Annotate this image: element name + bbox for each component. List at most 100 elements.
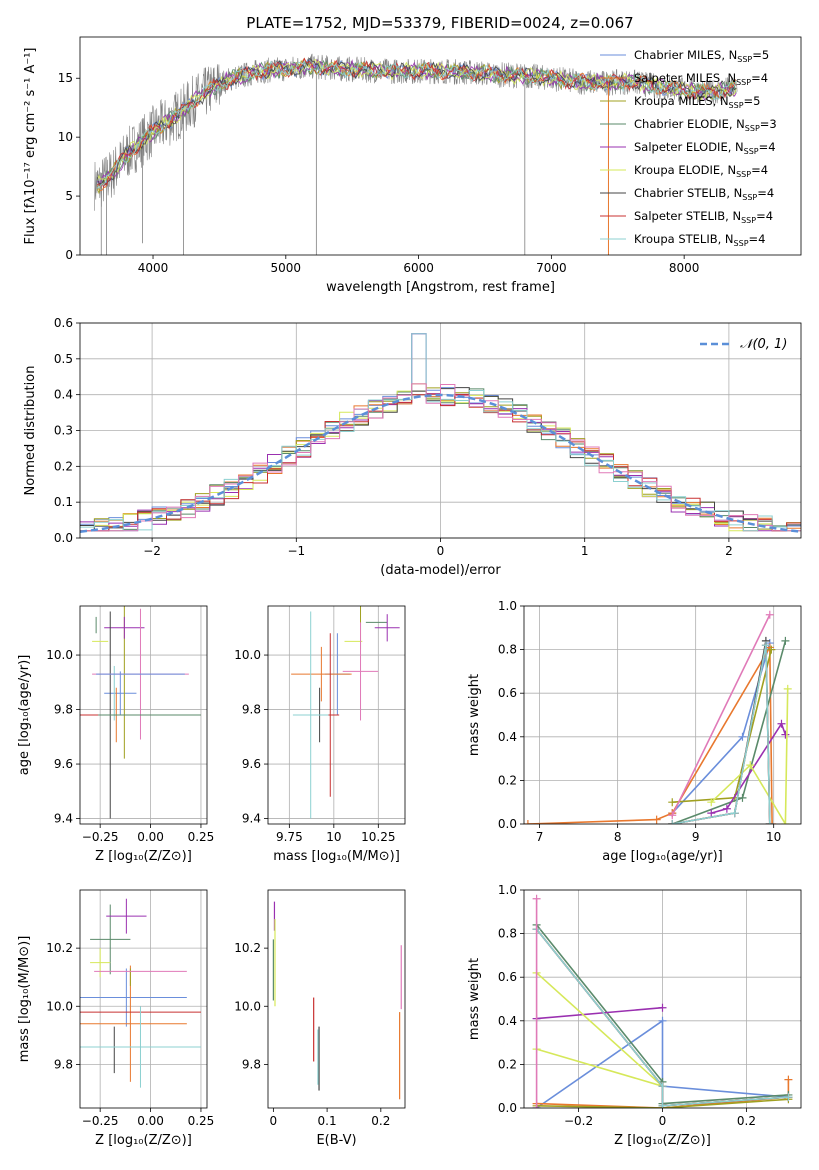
weight-marker [781, 636, 790, 645]
x-tick-label: −0.25 [82, 1114, 119, 1128]
errorbar-point [104, 671, 137, 715]
panel-age_vs_mass: 9.75 10 10.25 9.4 9.6 9.8 10.0 mass [log₁₀(M/M⊙… [234, 605, 406, 864]
y-tick-label: 0.6 [498, 970, 517, 984]
y-tick-label: 0.2 [498, 773, 517, 787]
x-tick-label: 7000 [536, 261, 567, 275]
y-tick-label: 0.2 [54, 459, 73, 473]
x-tick-label: 0.2 [737, 1114, 756, 1128]
model-spectrum-4 [97, 58, 737, 184]
weight-series-0 [536, 1019, 789, 1108]
weight-marker [761, 641, 770, 650]
errorbar-point [80, 1006, 201, 1088]
weight-series-1 [536, 1079, 790, 1108]
y-tick-label: 0.4 [498, 730, 517, 744]
model-spectrum-7 [97, 57, 737, 189]
weight-marker [668, 811, 677, 820]
weight-marker [738, 732, 747, 741]
errorbar-point [90, 948, 111, 978]
y-tick-label: 0.4 [54, 388, 73, 402]
plot-area [80, 606, 201, 819]
x-axis-label: Z [log₁₀(Z/Z⊙)] [95, 849, 192, 864]
x-tick-label: −1 [287, 544, 305, 558]
weight-series-8 [535, 928, 789, 1107]
panel-massweight_vs_Z: −0.2 0 0.2 0.0 0.2 0.4 0.6 0.8 1.0 Z [log₁₀(Z/Z⊙)… [467, 883, 802, 1148]
weight-marker [722, 804, 731, 813]
y-axis-label: Normed distribution [23, 366, 38, 496]
frame: 4000 5000 6000 7000 8000 0 5 10 15 wavelength [An… [23, 14, 802, 295]
x-axis-label: mass [log₁₀(M/M⊙)] [273, 849, 400, 864]
plot-area [291, 606, 400, 819]
panel-mass_vs_ebv: 0 0.1 0.2 9.8 10.0 10.2 E(B-V) [234, 889, 406, 1148]
frame: 0 0.1 0.2 9.8 10.0 10.2 E(B-V) [234, 889, 406, 1148]
errorbar-point [104, 616, 145, 639]
model-spectrum-8 [97, 60, 737, 189]
errorbar-point [374, 614, 400, 642]
panel-mass_vs_Z: −0.25 0.00 0.25 9.8 10.0 10.2 Z [log₁₀(Z/Z⊙)] m… [17, 889, 214, 1148]
x-tick-label: 0.1 [318, 1114, 337, 1128]
weight-marker [730, 809, 739, 818]
plot-area [80, 333, 801, 533]
y-tick-label: 0.2 [498, 1057, 517, 1071]
legend-label: Kroupa MILES, NSSP=5 [634, 94, 760, 110]
axes-frame [79, 605, 208, 825]
weight-series-5 [536, 972, 664, 1087]
axes-frame [267, 889, 406, 1109]
legend-label: Salpeter STELIB, NSSP=4 [634, 209, 773, 225]
grid [80, 890, 207, 1108]
errorbar-point [291, 646, 352, 702]
x-tick-label: 0 [270, 1114, 278, 1128]
y-tick-label: 1.0 [498, 883, 517, 897]
legend-label: Kroupa STELIB, NSSP=4 [634, 232, 765, 248]
x-axis-label: age [log₁₀(age/yr)] [602, 849, 723, 864]
errorbar-point [106, 898, 147, 934]
weight-marker [768, 820, 777, 824]
x-tick-label: 0 [659, 1114, 667, 1128]
legend-label: 𝒩(0, 1) [740, 337, 787, 352]
y-tick-label: 0.0 [498, 1101, 517, 1115]
y-tick-label: 0.6 [54, 316, 73, 330]
y-tick-label: 9.8 [54, 703, 73, 717]
y-axis-label: mass [log₁₀(M/M⊙)] [17, 936, 32, 1063]
plot-area [94, 53, 738, 255]
y-tick-label: 15 [58, 71, 73, 85]
panel-massweight_vs_age: 7 8 9 10 0.0 0.2 0.4 0.6 0.8 1.0 age [log₁₀(age/yr… [467, 599, 802, 864]
x-tick-label: 10.25 [361, 830, 395, 844]
weight-marker [707, 809, 716, 818]
legend: Chabrier MILES, NSSP=5 Salpeter MILES, NS… [600, 48, 777, 248]
legend-label: Chabrier STELIB, NSSP=4 [634, 186, 774, 202]
weight-marker [658, 1003, 667, 1012]
y-tick-label: 0.5 [54, 352, 73, 366]
frame: 7 8 9 10 0.0 0.2 0.4 0.6 0.8 1.0 age [log₁₀(age/yr… [467, 599, 802, 864]
x-axis-label: (data-model)/error [380, 563, 501, 578]
model-spectrum-1 [96, 57, 737, 192]
weight-marker [767, 645, 776, 654]
y-tick-label: 0.6 [498, 686, 517, 700]
weight-marker [781, 820, 790, 824]
axes-frame [267, 605, 406, 825]
panel-age_vs_Z: −0.25 0.00 0.25 9.4 9.6 9.8 10.0 Z [log₁₀(Z/Z⊙)… [17, 605, 214, 864]
x-tick-label: 9.75 [276, 830, 303, 844]
weight-marker [652, 815, 661, 824]
y-tick-label: 9.6 [242, 757, 261, 771]
errorbar-point [80, 968, 187, 1027]
axes-frame [523, 605, 802, 825]
panel-residuals: −2 −1 0 1 2 0.0 0.1 0.2 0.3 0.4 0.5 0.6 (data-model)… [23, 316, 802, 578]
y-tick-label: 0.1 [54, 495, 73, 509]
weight-series-8 [672, 645, 771, 824]
y-axis-label: mass weight [467, 958, 482, 1040]
x-tick-label: 1 [581, 544, 589, 558]
plot-area [272, 901, 402, 1100]
model-spectrum-6 [96, 57, 737, 186]
weight-marker [668, 798, 677, 807]
axes-frame [523, 889, 802, 1109]
gaussian-curve [80, 393, 801, 533]
x-tick-label: 4000 [138, 261, 169, 275]
legend-label: Salpeter MILES, NSSP=4 [634, 71, 768, 87]
y-tick-label: 9.8 [242, 703, 261, 717]
y-tick-label: 0.8 [498, 643, 517, 657]
weight-marker [532, 1104, 541, 1108]
x-axis-label: Z [log₁₀(Z/Z⊙)] [95, 1133, 192, 1148]
weight-marker [746, 761, 755, 770]
grid [80, 606, 207, 824]
